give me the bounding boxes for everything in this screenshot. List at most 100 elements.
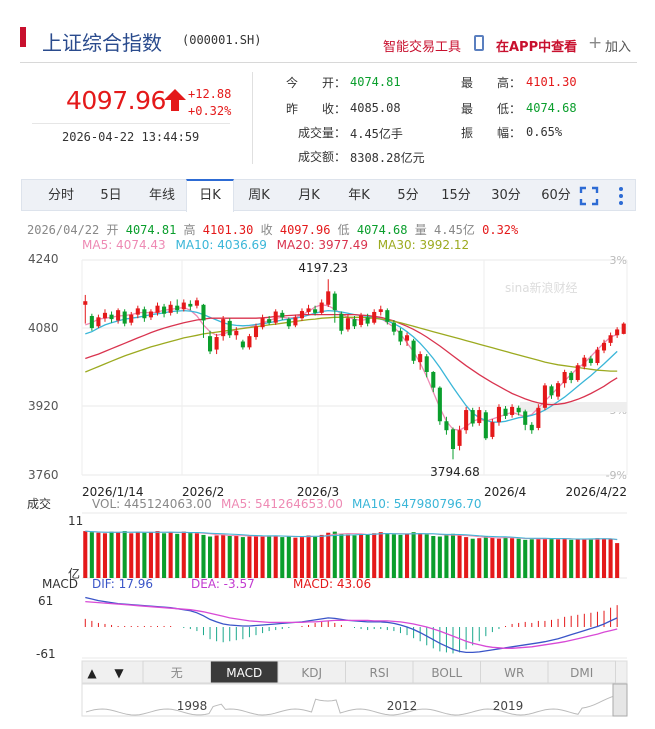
candle[interactable]: [359, 312, 364, 328]
candle[interactable]: [523, 409, 528, 431]
candle[interactable]: [464, 406, 469, 434]
candle[interactable]: [116, 308, 121, 324]
candle[interactable]: [214, 333, 219, 355]
candle[interactable]: [385, 308, 390, 325]
candle[interactable]: [424, 354, 429, 378]
candle[interactable]: [549, 384, 554, 399]
candle[interactable]: [562, 369, 567, 388]
candle[interactable]: [96, 314, 101, 329]
tab-60min[interactable]: 60分: [541, 188, 571, 203]
candle[interactable]: [615, 327, 620, 338]
candle[interactable]: [142, 306, 147, 322]
candle[interactable]: [621, 322, 626, 335]
candle[interactable]: [83, 294, 88, 324]
view-in-app-link[interactable]: 在APP中查看: [496, 40, 578, 55]
candle[interactable]: [109, 311, 114, 323]
candle[interactable]: [286, 317, 291, 329]
candle[interactable]: [510, 404, 515, 418]
candle[interactable]: [102, 309, 108, 322]
candle[interactable]: [181, 299, 186, 312]
candle[interactable]: [234, 327, 239, 340]
smart-trading-tools-link[interactable]: 智能交易工具: [383, 40, 462, 55]
candle[interactable]: [582, 354, 587, 370]
candle[interactable]: [352, 315, 357, 329]
candle[interactable]: [201, 303, 206, 338]
indicator-tab-dmi[interactable]: [547, 660, 616, 684]
candle[interactable]: [601, 339, 607, 354]
candle[interactable]: [457, 425, 462, 451]
candle[interactable]: [595, 346, 600, 366]
candle[interactable]: [345, 314, 350, 332]
candle[interactable]: [470, 407, 475, 427]
candle[interactable]: [542, 383, 547, 411]
overview-range-handle[interactable]: [612, 683, 628, 717]
tab-yearly-k[interactable]: 年K: [348, 188, 370, 203]
candle[interactable]: [372, 309, 377, 325]
candle[interactable]: [122, 309, 127, 327]
candle[interactable]: [260, 314, 265, 330]
candle[interactable]: [503, 406, 508, 420]
candle[interactable]: [273, 309, 278, 325]
candle[interactable]: [437, 386, 442, 425]
candle[interactable]: [293, 314, 298, 328]
candle[interactable]: [221, 315, 226, 341]
nav-down-icon[interactable]: ▼: [114, 666, 124, 680]
candle[interactable]: [168, 301, 173, 316]
candle[interactable]: [608, 332, 613, 346]
candle[interactable]: [483, 410, 488, 441]
candle[interactable]: [339, 311, 344, 335]
candle[interactable]: [477, 406, 482, 426]
candle[interactable]: [516, 405, 521, 416]
candle[interactable]: [247, 333, 252, 350]
fullscreen-icon[interactable]: [579, 186, 599, 206]
candle[interactable]: [378, 305, 383, 316]
candle[interactable]: [404, 332, 410, 346]
tab-5min[interactable]: 5分: [397, 188, 419, 203]
candle[interactable]: [588, 355, 593, 366]
candle[interactable]: [332, 291, 337, 323]
candle[interactable]: [496, 404, 501, 426]
nav-up-icon[interactable]: ▲: [87, 666, 97, 680]
tab-weekly-k[interactable]: 周K: [248, 188, 270, 203]
candle[interactable]: [529, 422, 534, 434]
more-vertical-icon[interactable]: [616, 186, 626, 206]
candle[interactable]: [129, 311, 134, 326]
tab-daily-k[interactable]: 日K: [186, 179, 234, 212]
candle[interactable]: [569, 371, 574, 384]
candle[interactable]: [194, 297, 199, 309]
overview-strip[interactable]: [81, 683, 628, 717]
candle[interactable]: [240, 339, 245, 350]
candle[interactable]: [175, 299, 180, 314]
candle[interactable]: [299, 308, 305, 321]
add-watchlist-button[interactable]: 加入: [605, 40, 632, 55]
candle[interactable]: [267, 315, 272, 325]
tab-30min[interactable]: 30分: [491, 188, 521, 203]
tab-15min[interactable]: 15分: [441, 188, 471, 203]
candle[interactable]: [391, 320, 396, 336]
candle[interactable]: [556, 380, 561, 400]
candle[interactable]: [162, 303, 167, 318]
candle[interactable]: [306, 304, 311, 315]
candle[interactable]: [208, 330, 213, 355]
tab-timeshare[interactable]: 分时: [47, 188, 74, 203]
candle[interactable]: [575, 363, 580, 382]
candle[interactable]: [536, 404, 541, 431]
candle[interactable]: [319, 299, 324, 315]
candle[interactable]: [155, 302, 160, 316]
candle[interactable]: [431, 371, 436, 393]
kline-chart[interactable]: 42404080392037603%-5%-9%sina新浪财经4197.233…: [0, 250, 655, 729]
candle[interactable]: [450, 427, 456, 460]
candle[interactable]: [418, 351, 423, 370]
candle[interactable]: [135, 305, 140, 319]
candle[interactable]: [313, 305, 318, 316]
tab-5day[interactable]: 5日: [100, 188, 122, 203]
candle[interactable]: [227, 318, 232, 338]
candle[interactable]: [398, 328, 403, 346]
candle[interactable]: [490, 419, 495, 440]
candle[interactable]: [89, 313, 94, 331]
candle[interactable]: [188, 300, 193, 311]
tab-monthly-k[interactable]: 月K: [298, 188, 320, 203]
plus-icon[interactable]: +: [588, 33, 603, 53]
candle[interactable]: [444, 416, 449, 435]
candle[interactable]: [148, 309, 153, 321]
